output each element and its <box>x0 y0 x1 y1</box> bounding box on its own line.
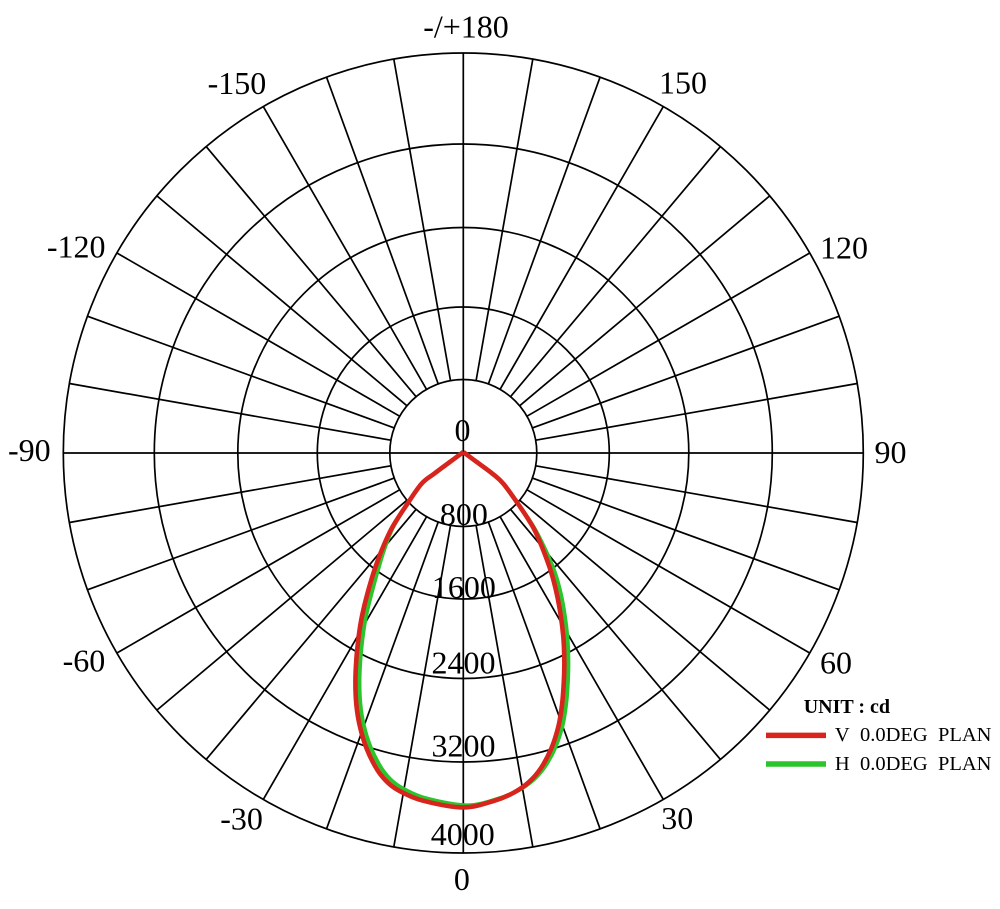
svg-text:1600: 1600 <box>432 569 496 605</box>
svg-text:120: 120 <box>820 230 868 266</box>
svg-text:0: 0 <box>454 861 470 897</box>
svg-text:60: 60 <box>820 645 852 681</box>
svg-text:30: 30 <box>661 800 693 836</box>
svg-text:-120: -120 <box>47 228 106 264</box>
svg-text:3200: 3200 <box>432 728 496 764</box>
svg-text:-/+180: -/+180 <box>423 9 509 45</box>
svg-text:150: 150 <box>659 65 707 101</box>
svg-text:2400: 2400 <box>432 645 496 681</box>
svg-text:-60: -60 <box>63 643 106 679</box>
svg-text:-150: -150 <box>208 65 267 101</box>
svg-text:V 0.0DEG PLAN: V 0.0DEG PLAN <box>835 724 992 746</box>
svg-text:-90: -90 <box>8 432 51 468</box>
svg-text:H 0.0DEG PLAN: H 0.0DEG PLAN <box>835 753 992 775</box>
svg-text:UNIT : cd: UNIT : cd <box>804 696 890 718</box>
svg-text:-30: -30 <box>220 800 263 836</box>
svg-text:4000: 4000 <box>431 816 495 852</box>
svg-text:0: 0 <box>455 412 471 448</box>
svg-text:90: 90 <box>875 434 907 470</box>
svg-text:800: 800 <box>440 496 488 532</box>
